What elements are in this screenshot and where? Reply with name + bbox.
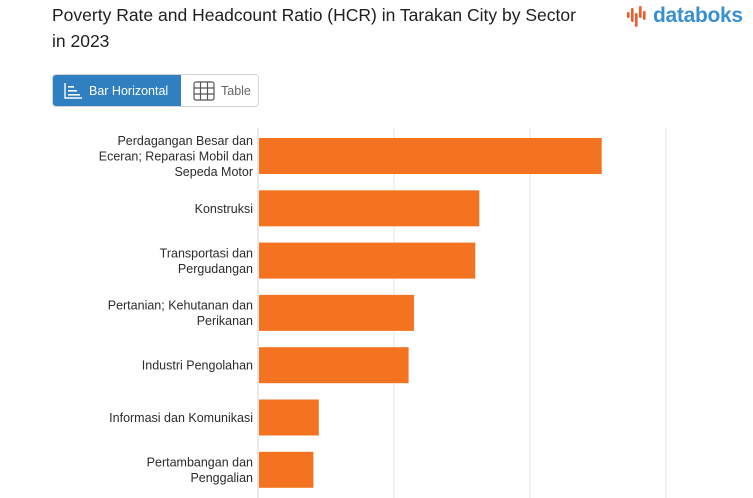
table-icon bbox=[193, 80, 215, 101]
tab-bar-horizontal-label: Bar Horizontal bbox=[89, 83, 169, 98]
bar[interactable] bbox=[259, 242, 476, 279]
databoks-logo: databoks bbox=[626, 4, 743, 28]
category-label-line: Industri Pengolahan bbox=[142, 359, 253, 373]
bar[interactable] bbox=[259, 138, 602, 174]
category-label: Informasi dan Komunikasi bbox=[109, 411, 253, 425]
logo-mark-icon bbox=[627, 6, 646, 27]
logo-text: databoks bbox=[653, 4, 743, 27]
bar[interactable] bbox=[259, 347, 409, 384]
bar-chart-icon bbox=[64, 82, 82, 99]
category-label: Industri Pengolahan bbox=[142, 359, 253, 373]
category-label-line: Pertambangan dan bbox=[147, 456, 253, 470]
bar[interactable] bbox=[259, 399, 319, 436]
chart-title: Poverty Rate and Headcount Ratio (HCR) i… bbox=[52, 5, 576, 51]
category-label-line: Transportasi dan bbox=[160, 246, 253, 260]
tab-table-label: Table bbox=[221, 83, 251, 98]
category-label-line: Pergudangan bbox=[178, 262, 253, 276]
category-label-line: Eceran; Reparasi Mobil dan bbox=[99, 150, 253, 164]
category-label: Konstruksi bbox=[195, 202, 253, 216]
category-label-line: Informasi dan Komunikasi bbox=[109, 411, 253, 425]
category-label-line: Perdagangan Besar dan bbox=[117, 134, 253, 148]
category-label: Perdagangan Besar dan Eceran; Reparasi Mo… bbox=[99, 134, 253, 179]
category-label: Pertambangan dan Penggalian bbox=[147, 456, 253, 486]
tab-bar-horizontal[interactable]: Bar Horizontal bbox=[53, 75, 181, 106]
bar[interactable] bbox=[259, 294, 415, 331]
bar[interactable] bbox=[259, 451, 314, 488]
bar[interactable] bbox=[259, 190, 480, 227]
category-label-line: Sepeda Motor bbox=[174, 165, 253, 179]
bar-chart: Perdagangan Besar dan Eceran; Reparasi Mo… bbox=[99, 128, 667, 498]
view-tabs: Bar Horizontal Table bbox=[52, 74, 259, 107]
tab-table[interactable]: Table bbox=[181, 75, 258, 106]
category-label-line: Konstruksi bbox=[195, 202, 253, 216]
category-label-line: Penggalian bbox=[190, 471, 253, 485]
category-label-line: Perikanan bbox=[197, 314, 253, 328]
category-label-line: Pertanian; Kehutanan dan bbox=[108, 299, 253, 313]
category-label: Transportasi dan Pergudangan bbox=[160, 246, 253, 276]
category-label: Pertanian; Kehutanan dan Perikanan bbox=[108, 299, 253, 329]
